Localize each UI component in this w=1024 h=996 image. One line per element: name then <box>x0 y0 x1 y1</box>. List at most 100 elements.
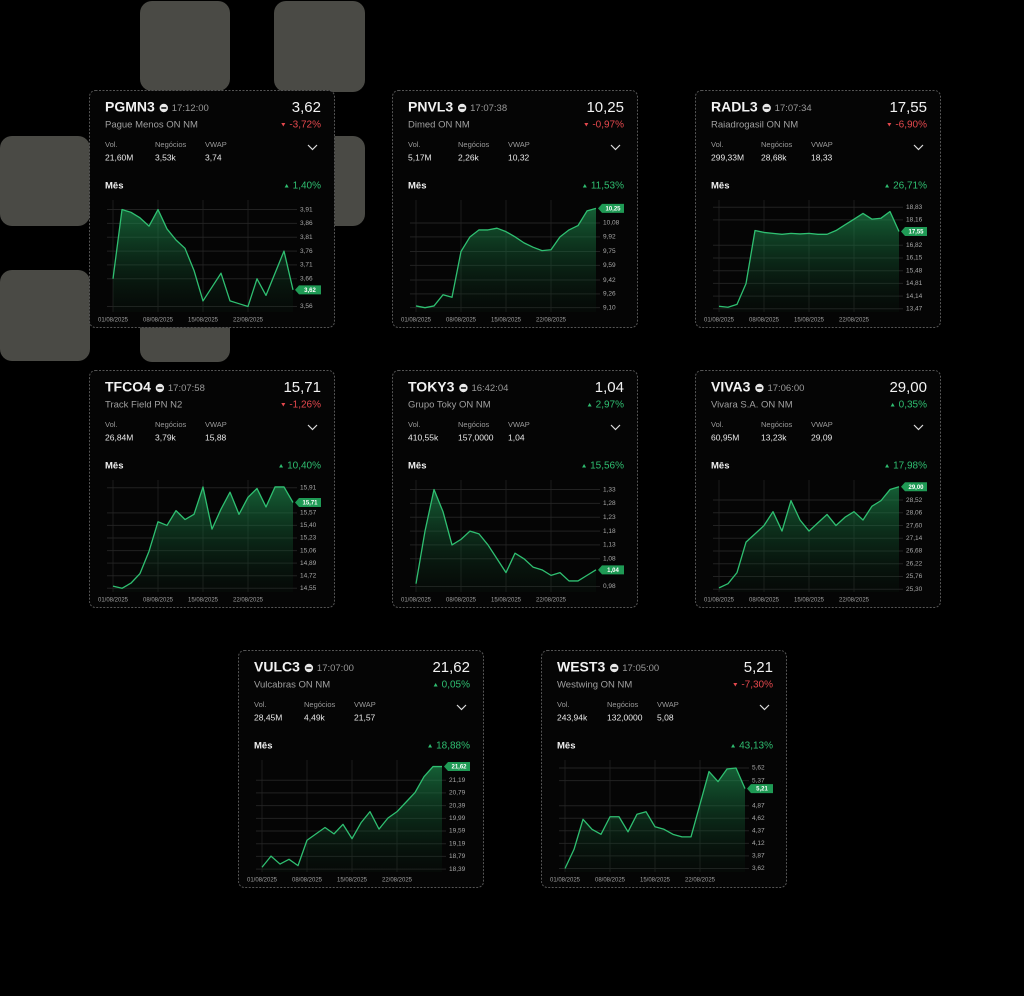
decor-tile <box>274 1 365 92</box>
stat-label: Vol. <box>105 420 118 429</box>
trend-arrow <box>587 403 592 407</box>
trend-arrow <box>582 464 587 468</box>
status-icon-bar <box>756 387 762 389</box>
period-change: 43,13% <box>739 741 773 752</box>
last-price-badge <box>747 784 773 794</box>
x-tick-label: 08/08/2025 <box>292 878 323 884</box>
status-icon-bar <box>459 107 465 109</box>
stat-value: 15,88 <box>205 432 227 442</box>
y-tick-label: 1,18 <box>603 528 616 535</box>
stat-value: 28,45M <box>254 712 282 722</box>
x-tick-label: 01/08/2025 <box>550 878 581 884</box>
stat-value: 10,32 <box>508 152 530 162</box>
y-tick-label: 15,48 <box>906 267 923 274</box>
trend-arrow <box>885 464 890 468</box>
y-tick-label: 14,55 <box>300 585 317 592</box>
y-tick-label: 3,76 <box>300 248 313 255</box>
stat-label: Negócios <box>304 700 336 709</box>
y-tick-label: 9,26 <box>603 291 616 298</box>
period-label: Mês <box>254 741 272 752</box>
y-tick-label: 4,37 <box>752 828 765 835</box>
stat-value: 3,74 <box>205 152 222 162</box>
stat-label: Vol. <box>711 140 724 149</box>
trend-arrow <box>885 184 890 188</box>
stat-value: 21,57 <box>354 712 376 722</box>
y-tick-label: 9,75 <box>603 248 616 255</box>
stat-value: 13,23k <box>761 432 787 442</box>
expand-chevron <box>307 144 318 151</box>
x-tick-label: 22/08/2025 <box>685 878 716 884</box>
y-tick-label: 16,82 <box>906 242 923 249</box>
y-tick-label: 25,30 <box>906 586 923 593</box>
trend-arrow <box>584 123 589 127</box>
area-fill <box>719 211 899 312</box>
ticker: PNVL3 <box>408 99 453 115</box>
ticker: VULC3 <box>254 659 300 675</box>
y-tick-label: 28,52 <box>906 497 923 504</box>
x-tick-label: 08/08/2025 <box>143 598 174 604</box>
change: -0,97% <box>592 120 624 131</box>
y-tick-label: 13,47 <box>906 305 923 312</box>
y-tick-label: 1,23 <box>603 514 616 521</box>
y-tick-label: 1,28 <box>603 500 616 507</box>
last-price-badge <box>598 203 624 213</box>
stat-label: VWAP <box>508 140 530 149</box>
x-tick-label: 01/08/2025 <box>704 598 735 604</box>
y-tick-label: 15,06 <box>300 547 317 554</box>
y-tick-label: 27,60 <box>906 522 923 529</box>
y-tick-label: 3,66 <box>300 275 313 282</box>
period-label: Mês <box>105 461 123 472</box>
period-change: 10,40% <box>287 461 321 472</box>
stat-label: Negócios <box>761 140 793 149</box>
last-price-label: 1,04 <box>607 568 619 574</box>
ticker: TFCO4 <box>105 379 151 395</box>
company-name: Vulcabras ON NM <box>254 680 330 691</box>
y-tick-label: 26,68 <box>906 548 923 555</box>
last-price-label: 15,71 <box>302 501 318 507</box>
last-price-label: 17,55 <box>908 230 924 236</box>
ticker: RADL3 <box>711 99 758 115</box>
expand-chevron <box>913 144 924 151</box>
stock-card: PNVL3 17:07:38 10,25 Dimed ON NM -0,97% Vol. 5… <box>392 90 638 328</box>
stat-value: 21,60M <box>105 152 133 162</box>
area-fill <box>565 768 745 872</box>
price: 21,62 <box>432 659 470 676</box>
decor-tile <box>0 270 90 361</box>
change: 0,35% <box>899 400 927 411</box>
stat-label: VWAP <box>811 420 833 429</box>
stat-value: 1,04 <box>508 432 525 442</box>
last-price-label: 21,62 <box>451 765 467 771</box>
period-label: Mês <box>408 461 426 472</box>
x-tick-label: 01/08/2025 <box>401 318 432 324</box>
status-icon-bar <box>764 107 770 109</box>
last-price-badge <box>295 497 321 507</box>
stat-value: 2,26k <box>458 152 480 162</box>
stat-value: 60,95M <box>711 432 739 442</box>
time: 17:07:00 <box>317 663 354 674</box>
x-tick-label: 01/08/2025 <box>98 318 129 324</box>
y-tick-label: 10,08 <box>603 220 620 227</box>
last-price-label: 3,62 <box>304 288 316 294</box>
y-tick-label: 26,22 <box>906 560 923 567</box>
time: 17:07:34 <box>775 103 812 114</box>
y-tick-label: 28,06 <box>906 510 923 517</box>
time: 16:42:04 <box>471 383 508 394</box>
last-price-label: 10,25 <box>605 206 621 212</box>
ticker: WEST3 <box>557 659 605 675</box>
change: -7,30% <box>741 680 773 691</box>
change: -1,26% <box>289 400 321 411</box>
y-tick-label: 1,33 <box>603 486 616 493</box>
y-tick-label: 14,14 <box>906 293 923 300</box>
last-price-badge <box>598 565 624 575</box>
last-price-label: 29,00 <box>908 485 924 491</box>
stat-label: VWAP <box>508 420 530 429</box>
stat-value: 18,33 <box>811 152 833 162</box>
y-tick-label: 25,76 <box>906 573 923 580</box>
period-change: 15,56% <box>590 461 624 472</box>
status-icon-bar <box>157 387 163 389</box>
expand-chevron <box>307 424 318 431</box>
trend-arrow <box>733 683 738 687</box>
stat-value: 26,84M <box>105 432 133 442</box>
